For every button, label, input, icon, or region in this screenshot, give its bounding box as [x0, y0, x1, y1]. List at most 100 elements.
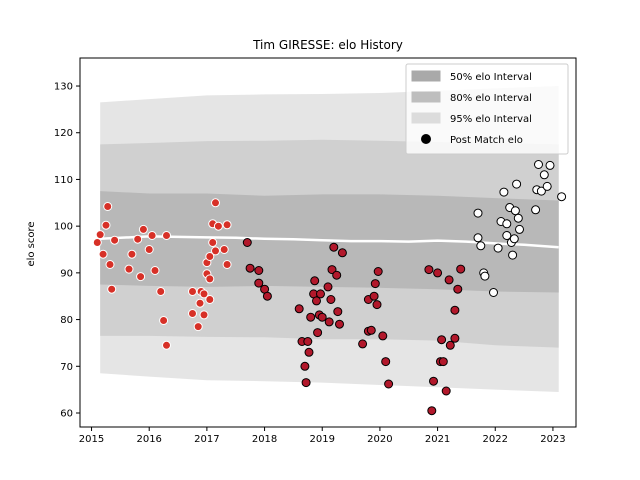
y-tick-label-0: 60: [60, 408, 73, 419]
x-tick-label-6: 2021: [425, 434, 450, 445]
axes-frame: [79, 57, 577, 428]
point-recent-7: [493, 243, 503, 253]
point-middle-17: [313, 328, 323, 338]
x-tick-label-8: 2023: [540, 434, 565, 445]
y-axis-label: elo score: [26, 221, 37, 266]
point-middle-42: [427, 406, 437, 416]
point-recent-2: [473, 233, 483, 243]
point-early-21: [188, 287, 197, 296]
point-middle-47: [438, 357, 448, 367]
point-early-13: [138, 224, 148, 234]
point-middle-13: [306, 312, 316, 322]
point-early-39: [222, 220, 232, 230]
y-tick-label-5: 110: [54, 175, 73, 186]
point-recent-23: [536, 186, 546, 196]
point-early-12: [136, 272, 146, 282]
point-middle-35: [370, 279, 380, 289]
point-early-7: [107, 284, 117, 294]
point-middle-33: [366, 325, 376, 335]
point-recent-24: [539, 170, 549, 180]
point-early-36: [211, 246, 220, 256]
point-middle-2: [245, 263, 255, 273]
point-recent-10: [502, 219, 512, 229]
legend-label-2: 80% elo Interval: [450, 93, 532, 104]
point-middle-15: [310, 276, 320, 286]
point-middle-40: [384, 379, 394, 389]
point-recent-26: [545, 160, 555, 170]
y-tick-label-6: 120: [54, 128, 73, 139]
point-early-33: [208, 238, 218, 247]
point-middle-51: [450, 333, 460, 343]
point-recent-1: [473, 208, 483, 218]
point-early-31: [205, 295, 215, 304]
legend: 50% elo Interval 80% elo Interval 95% elo …: [405, 63, 569, 155]
x-tick-label-3: 2018: [252, 434, 277, 445]
point-middle-9: [300, 361, 310, 371]
point-recent-11: [502, 231, 512, 240]
point-recent-14: [508, 250, 518, 260]
point-middle-27: [333, 307, 343, 317]
point-middle-26: [332, 270, 342, 280]
point-middle-6: [262, 291, 272, 301]
legend-swatch-2: [411, 91, 441, 103]
point-early-37: [213, 221, 223, 231]
point-early-6: [105, 260, 115, 269]
point-recent-25: [542, 181, 552, 191]
point-early-20: [162, 340, 171, 350]
point-middle-7: [294, 304, 304, 314]
point-middle-36: [372, 300, 382, 310]
x-tick-label-0: 2015: [79, 434, 104, 445]
x-tick-label-1: 2016: [136, 434, 161, 445]
point-recent-9: [499, 187, 509, 197]
point-middle-19: [316, 289, 325, 299]
point-middle-3: [254, 266, 264, 275]
point-recent-27: [557, 192, 567, 202]
legend-label-3: 95% elo Interval: [450, 114, 532, 125]
point-middle-49: [444, 275, 454, 285]
point-middle-41: [424, 265, 434, 275]
x-tick-label-2: 2017: [194, 434, 219, 445]
point-recent-6: [489, 288, 498, 297]
point-middle-12: [304, 347, 314, 357]
point-early-15: [147, 231, 157, 240]
point-early-5: [103, 202, 113, 211]
point-middle-48: [441, 386, 451, 396]
point-middle-39: [381, 357, 391, 367]
point-early-4: [101, 220, 111, 230]
point-middle-30: [358, 339, 368, 349]
y-tick-label-4: 100: [54, 222, 73, 233]
point-recent-20: [531, 205, 541, 215]
point-early-32: [205, 252, 215, 261]
point-early-17: [156, 287, 166, 296]
interval-band-3: [100, 191, 559, 293]
point-early-23: [193, 322, 203, 332]
legend-label-4: Post Match elo: [450, 135, 523, 146]
point-early-19: [162, 231, 171, 240]
point-early-14: [144, 245, 154, 254]
point-middle-25: [329, 242, 339, 252]
point-early-8: [110, 235, 120, 245]
point-recent-22: [534, 160, 543, 169]
y-tick-label-1: 70: [60, 362, 73, 373]
axes: 2015 2016 2017 2018 2019 2020 2021 2022 2023 60 70…: [54, 57, 577, 445]
chart-title: Tim GIRESSE: elo History: [252, 38, 403, 52]
point-middle-24: [327, 265, 337, 275]
point-recent-3: [476, 241, 486, 251]
point-early-16: [150, 266, 160, 275]
point-recent-15: [509, 234, 519, 244]
point-recent-5: [480, 271, 490, 281]
point-early-30: [205, 274, 215, 284]
point-recent-17: [512, 179, 522, 189]
point-middle-52: [450, 305, 460, 315]
point-early-40: [222, 260, 232, 269]
point-middle-46: [437, 335, 447, 345]
y-tick-label-2: 80: [60, 315, 73, 326]
legend-marker-4: [421, 134, 431, 144]
x-tick-label-4: 2019: [310, 434, 335, 445]
point-middle-28: [335, 319, 344, 329]
point-middle-1: [242, 238, 252, 247]
point-middle-50: [445, 340, 455, 350]
point-early-27: [199, 289, 209, 299]
point-middle-38: [378, 331, 388, 341]
y-tick-label-7: 130: [54, 82, 73, 93]
